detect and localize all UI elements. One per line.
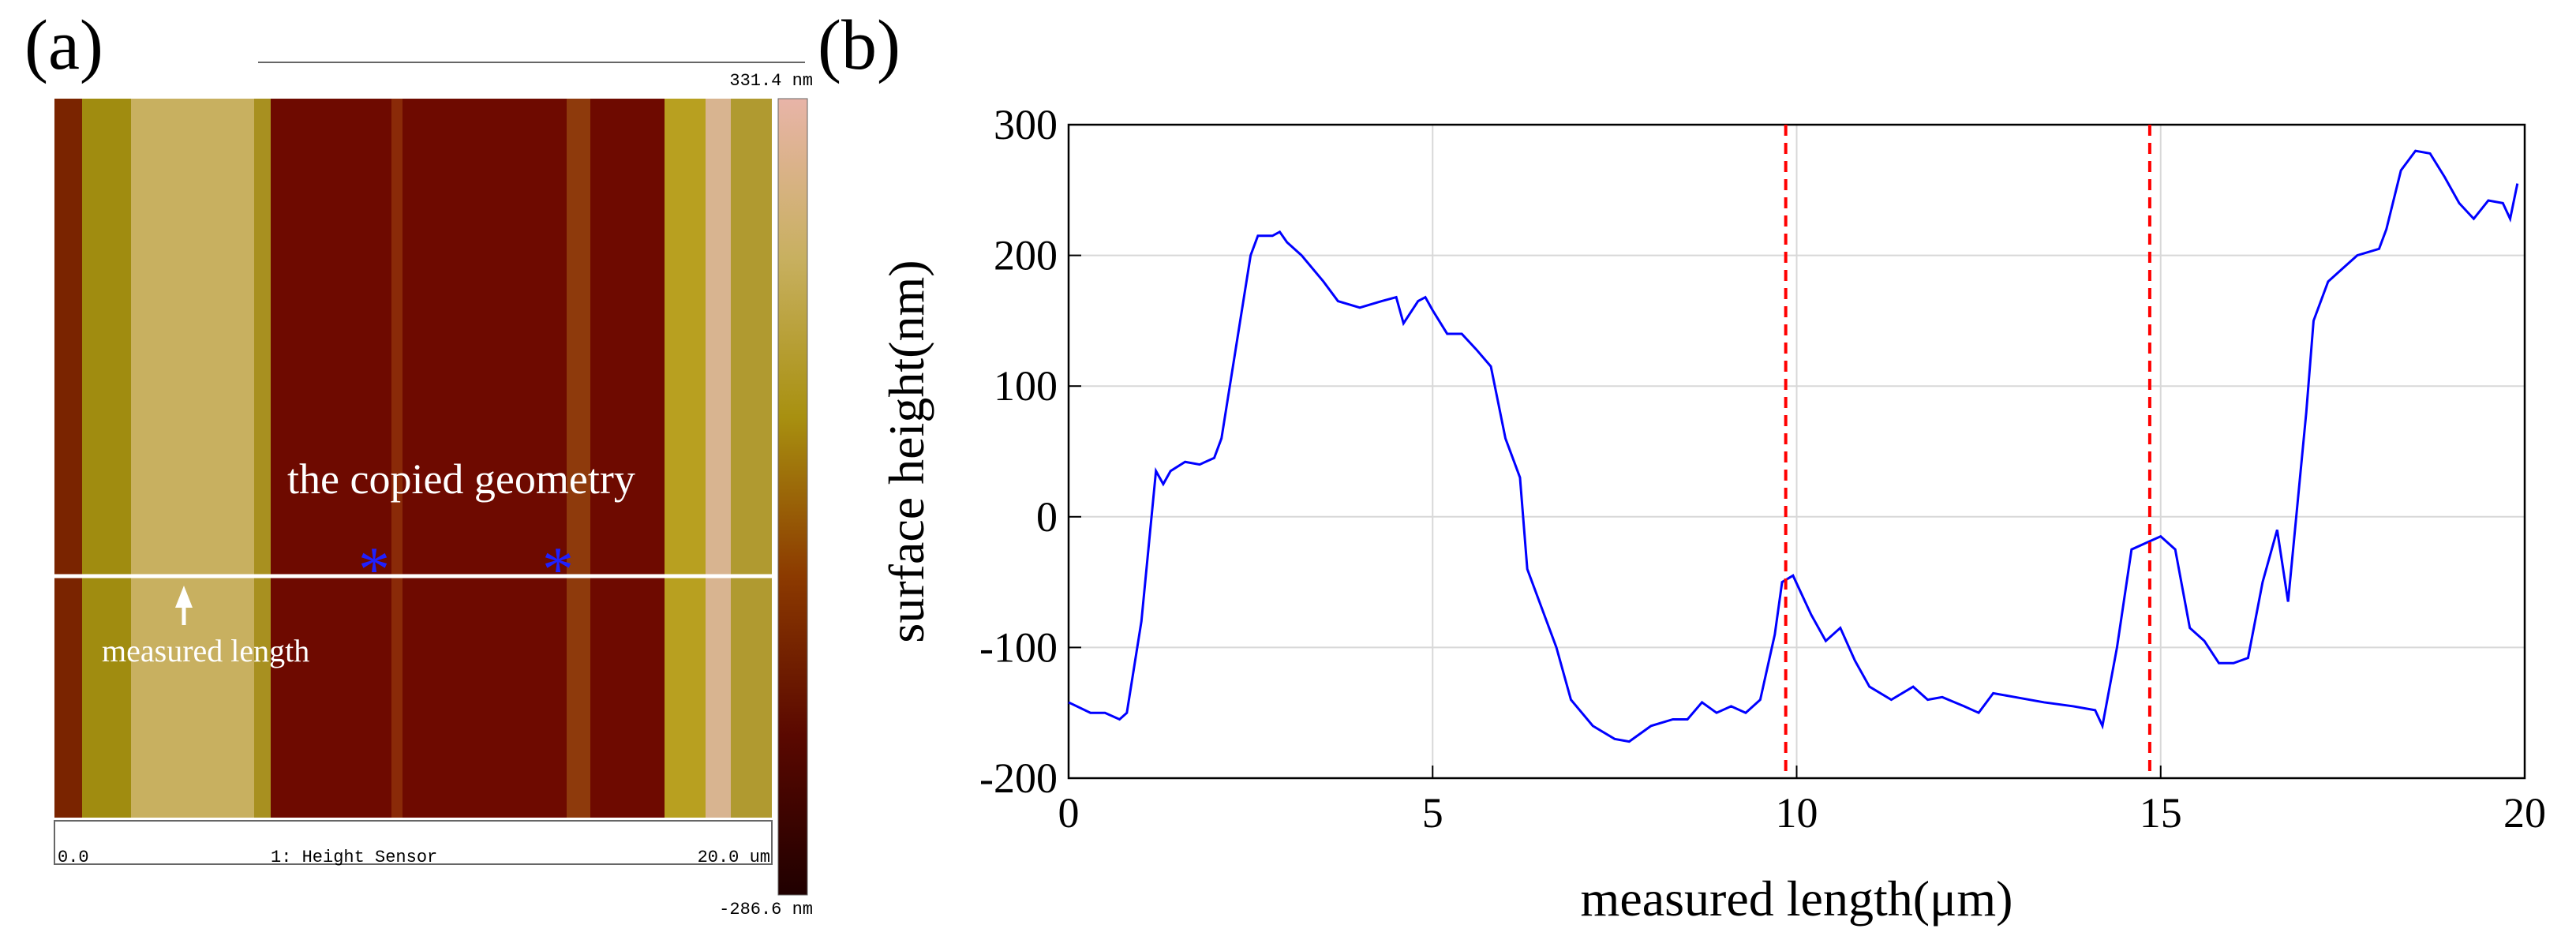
x-end: 20.0 um xyxy=(698,848,770,867)
line-series xyxy=(1068,149,2519,743)
y-tick-label: 200 xyxy=(994,232,1058,279)
svg-text:*: * xyxy=(358,535,390,605)
x-tick-label: 10 xyxy=(1776,789,1818,837)
x-axis-label: measured length(μm) xyxy=(1581,871,2013,927)
panel-label: (b) xyxy=(818,6,900,84)
arrow-label: measured length xyxy=(102,633,309,668)
y-tick-label: -200 xyxy=(979,754,1058,802)
scale-max: 331.4 nm xyxy=(729,71,813,91)
plot-frame xyxy=(1067,123,2526,780)
x-tick-label: 5 xyxy=(1422,789,1443,837)
y-tick-label: 100 xyxy=(994,362,1058,410)
channel: 1: Height Sensor xyxy=(271,848,437,867)
svg-text:*: * xyxy=(542,535,574,605)
y-axis-label: surface height(nm) xyxy=(878,260,934,642)
line-chart: -200 -100 0 100 200 300 0 5 10 15 20 measured lengt… xyxy=(878,101,2546,927)
afm-image: * * xyxy=(54,62,808,896)
annotation: the copied geometry xyxy=(287,455,635,503)
scale-min: -286.6 nm xyxy=(719,900,813,919)
x-start: 0.0 xyxy=(58,848,89,867)
y-tick-label: 300 xyxy=(994,101,1058,148)
x-tick-label: 20 xyxy=(2503,789,2546,837)
y-tick-label: -100 xyxy=(979,623,1058,671)
x-tick-label: 15 xyxy=(2140,789,2182,837)
x-tick-label: 0 xyxy=(1058,789,1080,837)
panel-label: (a) xyxy=(24,6,103,84)
y-tick-label: 0 xyxy=(1036,493,1058,541)
